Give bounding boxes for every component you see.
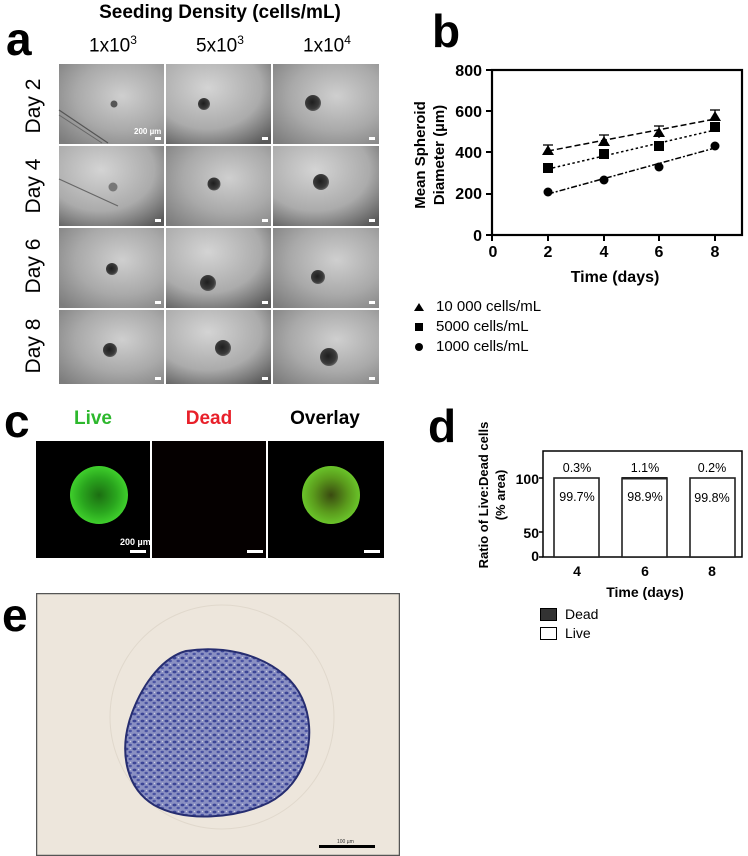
live-label-day4: 99.7%: [559, 490, 594, 504]
bar-day4: [553, 477, 600, 558]
y-axis-label-d-line2: (% area): [493, 470, 508, 521]
legend-item-1000: 1000 cells/mL: [412, 338, 529, 355]
label-overlay: Overlay: [290, 408, 360, 429]
circle-marker-icon: [415, 342, 423, 351]
ytick-0: 0: [473, 228, 482, 245]
xtick-6-d: 6: [641, 563, 649, 579]
label-live: Live: [73, 408, 113, 429]
ytick-100: 100: [516, 471, 540, 487]
scale-bar-label-a: 200 µm: [134, 127, 162, 136]
row-label-day4: Day 4: [22, 158, 45, 214]
triangle-marker-icon: [414, 302, 424, 311]
column-label-3: 1x104: [303, 33, 351, 57]
ytick-600: 600: [455, 104, 482, 121]
ytick-800: 800: [455, 63, 482, 80]
ytick-400: 400: [455, 145, 482, 162]
xtick-4-d: 4: [573, 563, 581, 579]
label-dead: Dead: [185, 408, 233, 429]
dead-label-day8: 0.2%: [698, 461, 727, 475]
dead-label-day6: 1.1%: [631, 461, 660, 475]
fit-line-1000: [547, 147, 716, 195]
legend-item-live: Live: [540, 625, 591, 641]
ytick-0-d: 0: [531, 548, 539, 564]
row-label-day8: Day 8: [22, 318, 45, 374]
series-10000-markers: [542, 111, 721, 155]
bar-day8: [689, 477, 736, 558]
fit-line-5000: [547, 129, 716, 170]
bar-day6: [621, 477, 668, 558]
stained-spheroid: [124, 648, 311, 818]
panel-letter-d: d: [428, 400, 457, 452]
live-swatch-icon: [540, 626, 557, 640]
xtick-6: 6: [655, 244, 664, 261]
overlay-spheroid: [302, 466, 360, 524]
panel-letter-b: b: [432, 5, 461, 57]
legend-item-10000: 10 000 cells/mL: [412, 298, 541, 315]
xtick-8-d: 8: [708, 563, 716, 579]
column-label-1: 1x103: [89, 33, 137, 57]
xtick-2: 2: [544, 244, 553, 261]
ytick-200: 200: [455, 186, 482, 203]
legend-item-5000: 5000 cells/mL: [412, 318, 529, 335]
x-axis-label-d: Time (days): [606, 584, 684, 600]
scale-bar-e: [319, 845, 375, 848]
live-dead-bar-chart: Ratio of Live:Dead cells (% area) 100 50…: [476, 422, 743, 600]
legend-item-dead: Dead: [540, 606, 598, 622]
scale-bar-label-e: 100 µm: [337, 839, 354, 845]
bar-day6-dead: [622, 477, 667, 480]
seeding-density-title: Seeding Density (cells/mL): [99, 2, 341, 23]
fit-line-10000: [547, 118, 716, 152]
panel-letter-a: a: [6, 13, 32, 65]
row-label-day6: Day 6: [22, 238, 45, 294]
y-axis-label-line2: Diameter (µm): [431, 105, 448, 205]
row-label-day2: Day 2: [22, 78, 45, 134]
y-axis-label-d-line1: Ratio of Live:Dead cells: [476, 422, 491, 569]
live-spheroid: [70, 466, 128, 524]
scale-bar-label-c: 200 µm: [120, 537, 151, 547]
dead-label-day4: 0.3%: [563, 461, 592, 475]
histology-section-image: [36, 593, 400, 856]
column-label-2: 5x103: [196, 33, 244, 57]
live-label-day6: 98.9%: [627, 490, 662, 504]
xtick-0: 0: [489, 244, 498, 261]
fluorescence-image-row: [36, 441, 384, 558]
dead-swatch-icon: [540, 607, 557, 621]
diameter-line-chart: 800 600 400 200 0 0 2 4 6 8 Time (days) …: [412, 63, 744, 286]
xtick-4: 4: [600, 244, 609, 261]
series-1000-markers: [543, 141, 720, 197]
y-axis-label-line1: Mean Spheroid: [412, 101, 429, 209]
x-axis-label: Time (days): [571, 269, 660, 286]
series-5000-markers: [543, 122, 720, 173]
brightfield-micrograph-grid: [58, 63, 380, 385]
panel-letter-c: c: [4, 395, 30, 447]
live-label-day8: 99.8%: [694, 491, 729, 505]
panel-letter-e: e: [2, 589, 28, 641]
ytick-50: 50: [523, 525, 539, 541]
xtick-8: 8: [711, 244, 720, 261]
square-marker-icon: [415, 322, 423, 331]
